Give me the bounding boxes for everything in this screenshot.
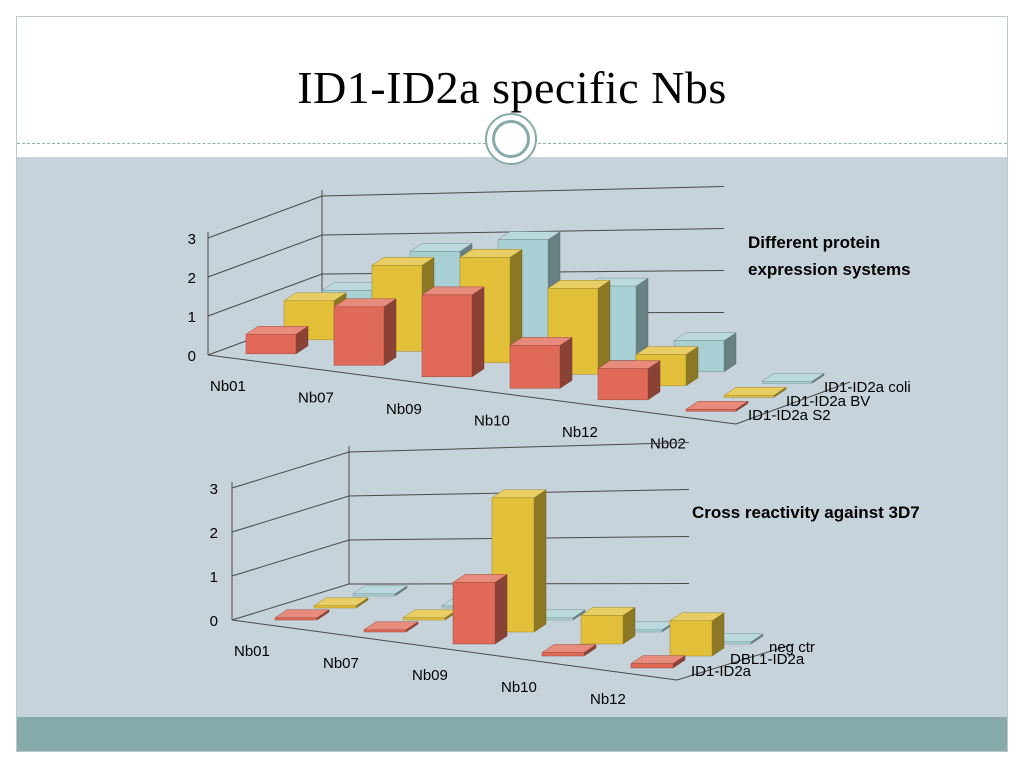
series-label: ID1-ID2a coli bbox=[824, 379, 911, 396]
category-label: Nb10 bbox=[501, 679, 537, 696]
y-tick-label: 3 bbox=[210, 481, 218, 498]
bar bbox=[630, 655, 686, 669]
y-tick-label: 0 bbox=[188, 348, 196, 365]
series-label: ID1-ID2a S2 bbox=[748, 407, 831, 424]
bar bbox=[723, 386, 787, 398]
category-label: Nb12 bbox=[590, 691, 626, 708]
bar bbox=[509, 336, 573, 389]
series-label: ID1-ID2a bbox=[691, 663, 752, 680]
bar bbox=[352, 585, 408, 597]
category-label: Nb01 bbox=[234, 643, 270, 660]
bar bbox=[685, 400, 749, 412]
category-label: Nb12 bbox=[562, 424, 598, 441]
y-tick-label: 2 bbox=[210, 525, 218, 542]
y-tick-label: 1 bbox=[210, 569, 218, 586]
category-label: Nb09 bbox=[412, 667, 448, 684]
bar bbox=[245, 325, 309, 355]
chart-title: Different protein expression systems bbox=[748, 233, 911, 279]
bar bbox=[580, 606, 636, 645]
bar bbox=[274, 609, 330, 621]
category-label: Nb02 bbox=[650, 436, 686, 453]
slide: ID1-ID2a specific Nbs bbox=[16, 16, 1008, 752]
y-tick-label: 0 bbox=[210, 613, 218, 630]
bar bbox=[669, 612, 725, 657]
bar bbox=[761, 372, 825, 384]
category-label: Nb07 bbox=[298, 390, 334, 407]
category-label: Nb01 bbox=[210, 378, 246, 395]
bar bbox=[541, 644, 597, 657]
series-label: ID1-ID2a BV bbox=[786, 393, 870, 410]
bar bbox=[333, 298, 397, 366]
series-label: neg ctr bbox=[769, 639, 815, 656]
chart-title: Cross reactivity against 3D7 bbox=[692, 503, 920, 522]
bar bbox=[363, 621, 419, 633]
slide-title: ID1-ID2a specific Nbs bbox=[297, 62, 727, 113]
chart-cross-reactivity: 0 1 2 3 Nb01 Nb07 Nb09 Nb10 Nb12 ID1-ID2aDBL1-ID2… bbox=[210, 442, 920, 708]
y-tick-label: 1 bbox=[188, 309, 196, 326]
footer-bar bbox=[17, 717, 1007, 751]
category-label: Nb09 bbox=[386, 401, 422, 418]
bar bbox=[421, 286, 485, 378]
category-label: Nb07 bbox=[323, 655, 359, 672]
category-label: Nb10 bbox=[474, 413, 510, 430]
y-tick-label: 3 bbox=[188, 231, 196, 248]
bar bbox=[597, 360, 661, 401]
y-tick-label: 2 bbox=[188, 270, 196, 287]
series-label: DBL1-ID2a bbox=[730, 651, 805, 668]
bar bbox=[313, 597, 369, 609]
circle-ornament-icon bbox=[485, 113, 537, 165]
bar bbox=[402, 609, 458, 621]
bar bbox=[452, 573, 508, 645]
